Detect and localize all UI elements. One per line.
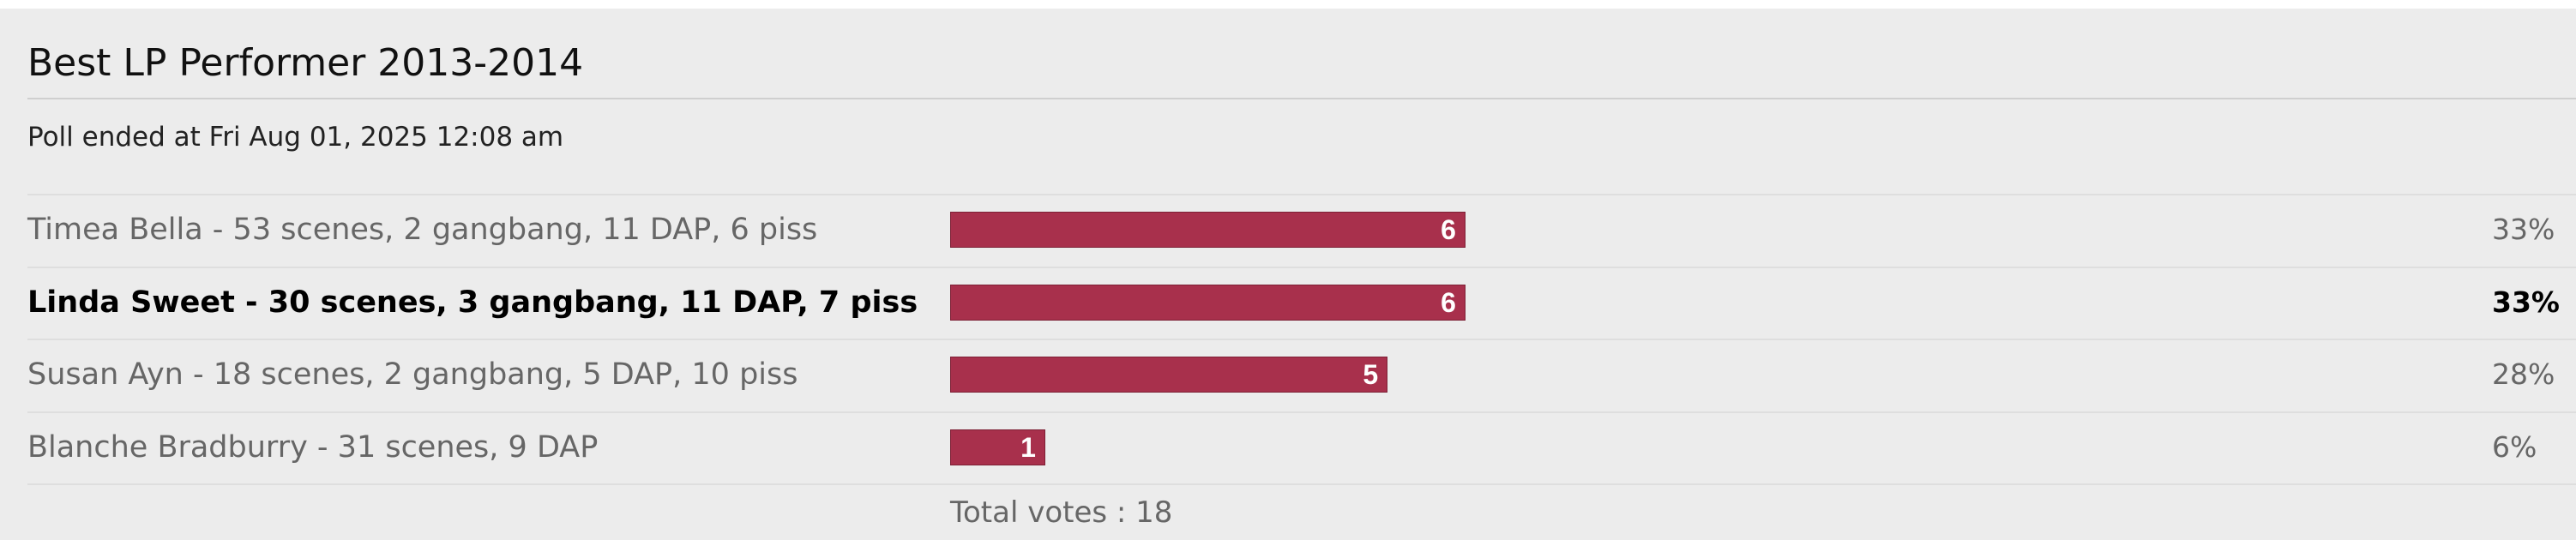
row-separator	[27, 194, 2576, 195]
vote-count: 6	[1441, 286, 1456, 318]
vote-bar: 1	[950, 429, 1045, 465]
vote-percent: 33%	[2492, 285, 2560, 319]
vote-bar: 5	[950, 357, 1388, 393]
row-separator	[27, 483, 2576, 485]
vote-percent: 33%	[2492, 213, 2555, 247]
row-separator	[27, 266, 2576, 268]
total-votes: Total votes : 18	[950, 495, 1173, 530]
row-separator	[27, 339, 2576, 340]
vote-bar: 6	[950, 284, 1466, 321]
row-separator	[27, 411, 2576, 413]
vote-percent: 6%	[2492, 429, 2537, 464]
option-label: Blanche Bradburry - 31 scenes, 9 DAP	[27, 429, 599, 465]
vote-count: 1	[1020, 431, 1036, 463]
vote-percent: 28%	[2492, 357, 2555, 392]
vote-bar: 6	[950, 212, 1466, 249]
poll-panel: Best LP Performer 2013-2014 Poll ended a…	[0, 9, 2576, 540]
vote-count: 5	[1363, 359, 1379, 391]
option-label: Susan Ayn - 18 scenes, 2 gangbang, 5 DAP…	[27, 357, 798, 393]
poll-ended: Poll ended at Fri Aug 01, 2025 12:08 am	[27, 122, 564, 153]
option-label: Linda Sweet - 30 scenes, 3 gangbang, 11 …	[27, 285, 918, 320]
title-rule	[27, 98, 2576, 99]
option-label: Timea Bella - 53 scenes, 2 gangbang, 11 …	[27, 213, 818, 248]
poll-title: Best LP Performer 2013-2014	[27, 41, 584, 85]
vote-count: 6	[1441, 214, 1456, 246]
